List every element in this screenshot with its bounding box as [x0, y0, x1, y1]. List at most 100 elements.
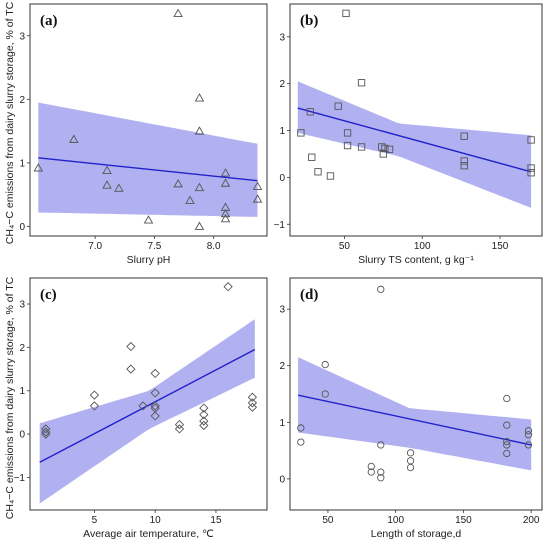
panel-c-point	[199, 416, 209, 426]
panel-b-ytick-label: −1	[274, 220, 286, 231]
panel-b-point	[460, 162, 468, 170]
panel-a-xtick-label: 7.0	[88, 241, 102, 252]
panel-d-ytick-label: 1	[279, 418, 285, 429]
panel-b-point	[306, 108, 314, 116]
panel-d-point	[503, 437, 511, 446]
panel-d-point	[524, 427, 533, 435]
panel-a-point	[194, 126, 205, 135]
panel-a-point	[194, 221, 205, 230]
panel-b-point	[308, 153, 316, 161]
panel-b-ytick-label: 0	[279, 173, 285, 184]
panel-b-fit-layer	[297, 107, 532, 173]
panel-a-point	[69, 134, 79, 143]
panel-c-confidence-band	[39, 319, 255, 504]
panel-b-tag: (b)	[300, 13, 318, 29]
panel-c: 5 10 15 −1 0 1 2 3 (c) Average air temperature,…	[14, 277, 268, 540]
panel-a-xtick-label: 8.0	[207, 241, 221, 252]
panel-c-point	[126, 364, 136, 374]
panel-a-point	[102, 165, 112, 174]
panel-d-point	[503, 394, 511, 403]
panel-a-xtick-label: 7.5	[147, 241, 161, 252]
panel-d-points-layer	[297, 285, 533, 482]
panel-d-xtick-label: 150	[455, 515, 472, 526]
panel-b-point	[381, 144, 389, 153]
panel-b-points-layer	[297, 9, 535, 180]
panel-d-point	[524, 441, 533, 449]
panel-c-ticks-layer: 5 10 15 −1 0 1 2 3	[14, 300, 222, 526]
panel-a-ticks-layer: 7.0 7.5 8.0 0 1 2 3	[19, 31, 221, 252]
panel-c-tag: (c)	[40, 287, 57, 303]
panel-d-xtick-label: 200	[523, 515, 540, 526]
panel-c-xtick-label: 10	[150, 515, 162, 526]
panel-a-point	[252, 181, 263, 190]
panel-b-xtick-label: 150	[492, 241, 509, 252]
panel-c-ytick-label: 3	[19, 300, 25, 311]
panel-d-ytick-label: 3	[279, 305, 285, 316]
panel-a-fit-line	[38, 157, 258, 182]
panel-a-point	[220, 178, 231, 187]
panel-c-xlabel: Average air temperature, ℃	[83, 528, 214, 540]
panel-c-point	[199, 409, 209, 420]
panel-c-frame	[29, 277, 268, 511]
panel-d-point	[297, 424, 305, 432]
panel-b-point	[527, 164, 535, 172]
panel-b-fit-line	[297, 107, 532, 173]
panel-b-point	[334, 102, 342, 110]
panel-a-point	[33, 163, 44, 172]
panel-a-xlabel: Slurry pH	[127, 254, 171, 266]
panel-c-ytick-label: 0	[19, 430, 25, 441]
panel-c-ytick-label: −1	[14, 473, 26, 484]
panel-b-point	[357, 79, 366, 87]
panel-c-point	[247, 402, 258, 412]
panel-b-point	[527, 169, 535, 177]
panel-b-point	[343, 141, 352, 150]
panel-d-point	[297, 438, 305, 446]
panel-a-point	[173, 178, 183, 188]
panel-b-point	[342, 9, 350, 18]
panel-b-point	[385, 145, 394, 153]
panel-b-confidence-band	[297, 81, 532, 208]
panel-c-point	[126, 341, 136, 352]
panel-c-ytick-label: 1	[19, 386, 25, 397]
panel-c-point	[150, 401, 160, 411]
panel-d-band-layer	[298, 357, 532, 471]
panel-a-confidence-band	[38, 102, 258, 217]
panel-d-fit-line	[297, 394, 532, 446]
panel-a-point	[194, 182, 205, 192]
panel-a-point	[173, 8, 183, 17]
panel-a-point	[220, 213, 231, 223]
panel-a-point	[114, 183, 124, 192]
panel-b-point	[297, 129, 305, 137]
panel-a-point	[185, 195, 195, 204]
panel-c-point	[89, 390, 100, 400]
panel-c-xtick-label: 15	[210, 515, 222, 526]
panel-c-point	[41, 427, 51, 437]
panel-c-point	[150, 411, 160, 421]
panel-d-point	[503, 449, 511, 458]
panel-a-point	[194, 93, 205, 102]
panel-b-point	[460, 132, 468, 140]
panel-a-points-layer	[33, 8, 263, 230]
panel-b-band-layer	[297, 81, 532, 208]
panel-c-point	[150, 368, 160, 379]
panel-b-xlabel: Slurry TS content, g kg⁻¹	[358, 254, 474, 266]
panel-d: 50 100 150 200 0 1 2 3 (d) Length of storage,d	[279, 277, 543, 540]
panel-d-point	[321, 390, 329, 398]
panel-c-points-layer	[41, 282, 258, 439]
panel-d-fit-layer	[297, 394, 532, 446]
panel-d-point	[406, 457, 415, 465]
panel-c-point	[199, 403, 209, 413]
y-axis-label-bottom: CH₄−C emissions from dairy slurry storag…	[4, 276, 16, 519]
panel-d-tag: (d)	[300, 287, 318, 303]
panel-a-point	[220, 208, 231, 218]
panel-d-point	[377, 468, 385, 476]
panel-d-point	[524, 431, 533, 439]
panel-c-band-layer	[39, 319, 255, 504]
panel-c-xtick-label: 5	[92, 515, 98, 526]
panel-d-point	[503, 441, 511, 449]
panel-d-confidence-band	[298, 357, 532, 471]
panel-d-ticks-layer: 50 100 150 200 0 1 2 3	[279, 305, 540, 526]
panel-c-point	[174, 424, 185, 434]
panel-b-point	[379, 150, 387, 158]
